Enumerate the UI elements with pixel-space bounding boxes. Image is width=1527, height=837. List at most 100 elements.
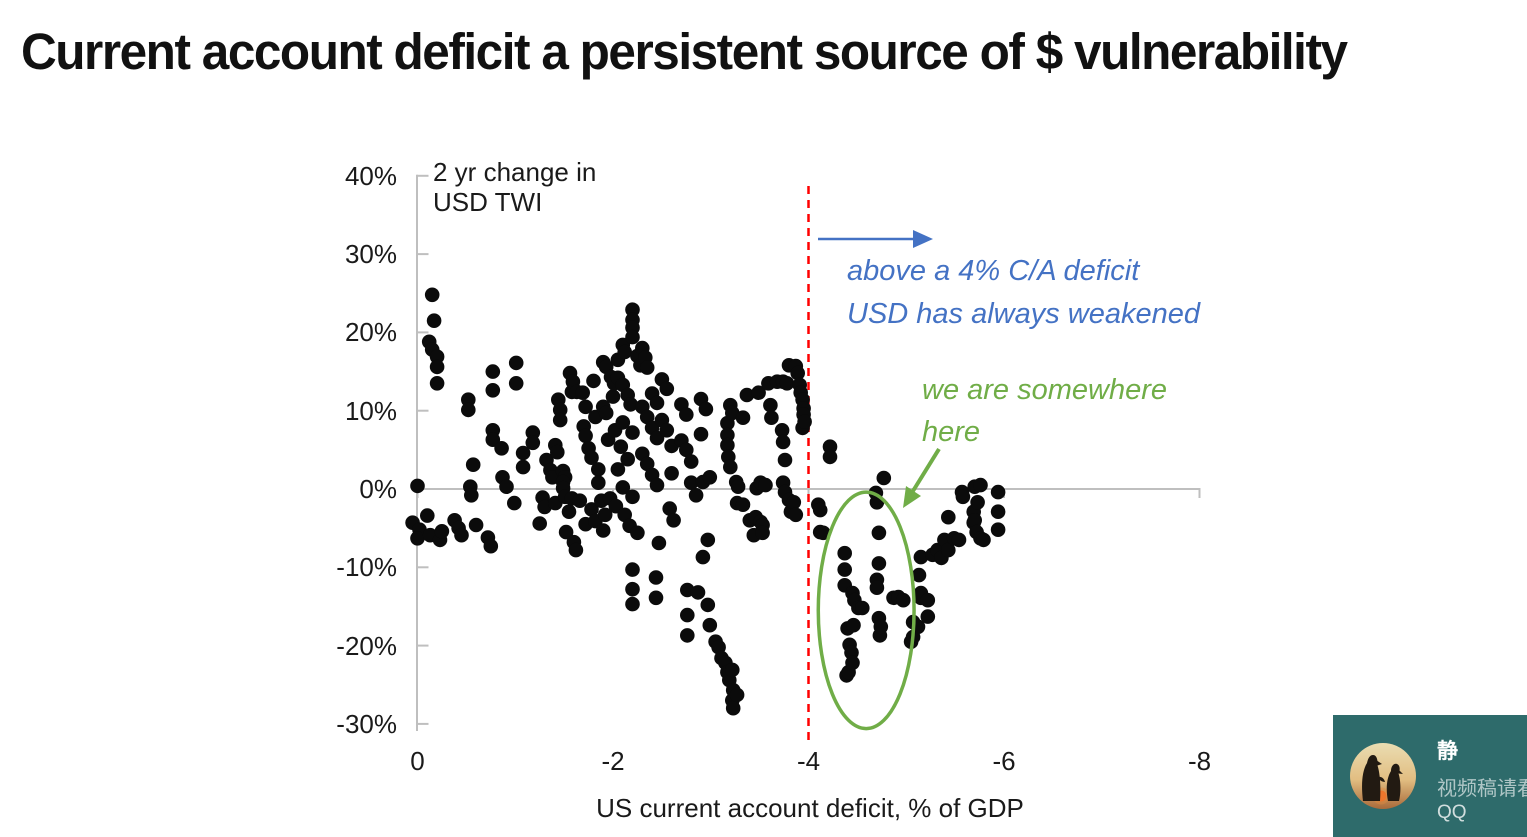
scatter-point bbox=[615, 480, 631, 495]
scatter-point bbox=[680, 628, 695, 643]
green-arrow-line bbox=[911, 447, 941, 493]
scatter-point bbox=[508, 355, 524, 371]
scatter-point bbox=[515, 445, 531, 461]
scatter-point bbox=[550, 444, 565, 460]
scatter-point bbox=[625, 596, 640, 612]
scatter-point bbox=[648, 590, 664, 606]
scatter-point bbox=[664, 466, 679, 481]
scatter-point bbox=[871, 525, 887, 541]
scatter-point bbox=[525, 425, 541, 440]
scatter-point bbox=[659, 423, 675, 438]
scatter-point bbox=[700, 532, 716, 548]
scatter-point bbox=[871, 556, 887, 571]
scatter-point bbox=[764, 410, 779, 426]
scatter-point bbox=[695, 549, 711, 565]
scatter-point bbox=[970, 495, 985, 510]
y-tick-label: 20% bbox=[344, 317, 397, 348]
scatter-point bbox=[702, 470, 718, 485]
scatter-point bbox=[751, 385, 766, 401]
scatter-point bbox=[723, 459, 738, 475]
scatter-point bbox=[625, 425, 640, 440]
scatter-point bbox=[735, 497, 751, 512]
green-arrow-head-icon bbox=[903, 486, 921, 508]
scatter-point bbox=[578, 428, 593, 444]
scatter-point bbox=[424, 287, 440, 303]
y-tick-label: -30% bbox=[336, 708, 397, 739]
scatter-point bbox=[552, 402, 568, 418]
scatter-point bbox=[700, 597, 716, 613]
scatter-point bbox=[693, 426, 709, 442]
scatter-point bbox=[855, 600, 870, 616]
scatter-point bbox=[625, 329, 640, 345]
scatter-point bbox=[485, 364, 501, 379]
scatter-point bbox=[822, 439, 838, 455]
scatter-point bbox=[508, 376, 524, 391]
y-tick-label: 10% bbox=[344, 395, 397, 426]
scatter-point bbox=[797, 414, 812, 430]
x-axis-title: US current account deficit, % of GDP bbox=[596, 793, 1024, 823]
scatter-point bbox=[725, 662, 740, 678]
scatter-point bbox=[485, 383, 501, 398]
scatter-point bbox=[941, 509, 956, 525]
scatter-point bbox=[990, 504, 1006, 519]
annotation-we-are-here: we are somewhere here bbox=[922, 369, 1167, 453]
scatter-point bbox=[790, 365, 805, 381]
scatter-point bbox=[630, 525, 645, 541]
scatter-point bbox=[578, 399, 593, 415]
scatter-point bbox=[461, 392, 476, 408]
scatter-point bbox=[735, 410, 751, 426]
scatter-point bbox=[729, 687, 745, 703]
scatter-point bbox=[625, 581, 640, 597]
scatter-point bbox=[739, 387, 755, 403]
x-tick-label: -2 bbox=[601, 746, 625, 776]
scatter-point bbox=[434, 524, 450, 539]
scatter-point bbox=[595, 523, 611, 538]
scatter-point bbox=[679, 407, 694, 422]
penguin-left-icon bbox=[1362, 755, 1382, 801]
scatter-point bbox=[786, 495, 802, 510]
y-axis-title-line1: 2 yr change in bbox=[433, 157, 597, 187]
scatter-point bbox=[625, 489, 640, 505]
highlight-ellipse bbox=[816, 490, 916, 731]
scatter-point bbox=[639, 360, 655, 375]
scatter-point bbox=[679, 442, 694, 458]
y-axis-title: 2 yr change in USD TWI bbox=[433, 157, 673, 217]
scatter-point bbox=[465, 457, 481, 473]
scatter-point bbox=[591, 475, 606, 491]
scatter-point bbox=[454, 527, 469, 543]
scatter-point bbox=[758, 477, 773, 493]
scatter-point bbox=[775, 434, 791, 450]
scatter-point bbox=[525, 435, 541, 451]
scatter-point bbox=[812, 502, 828, 518]
scatter-point bbox=[515, 459, 531, 475]
scatter-point bbox=[720, 427, 735, 443]
scatter-point bbox=[666, 513, 681, 528]
scatter-point bbox=[598, 405, 614, 421]
scatter-point bbox=[976, 532, 991, 548]
scatter-point bbox=[483, 538, 499, 554]
scatter-point bbox=[896, 592, 911, 608]
scatter-point bbox=[941, 542, 956, 558]
scatter-point bbox=[920, 609, 936, 624]
scatter-point bbox=[613, 439, 629, 455]
scatter-point bbox=[688, 488, 704, 503]
scatter-point bbox=[725, 700, 741, 716]
y-tick-label: 0% bbox=[359, 474, 397, 504]
scatter-point bbox=[755, 525, 770, 541]
scatter-point bbox=[869, 580, 885, 595]
scatter-point bbox=[591, 462, 606, 477]
overlay-contact-name: 静 bbox=[1437, 740, 1458, 763]
scatter-point bbox=[779, 376, 795, 391]
scatter-point bbox=[920, 592, 936, 608]
scatter-point bbox=[561, 504, 577, 519]
scatter-point bbox=[911, 567, 927, 583]
scatter-point bbox=[649, 395, 665, 411]
y-tick-label: -20% bbox=[336, 630, 397, 661]
scatter-point bbox=[429, 376, 445, 391]
scatter-point bbox=[617, 507, 632, 523]
scatter-point bbox=[967, 513, 982, 528]
scatter-point bbox=[552, 412, 568, 428]
scatter-point bbox=[690, 585, 706, 600]
annotation-above-4pct-line1: above a 4% C/A deficit bbox=[847, 255, 1140, 287]
scatter-point bbox=[815, 525, 831, 541]
